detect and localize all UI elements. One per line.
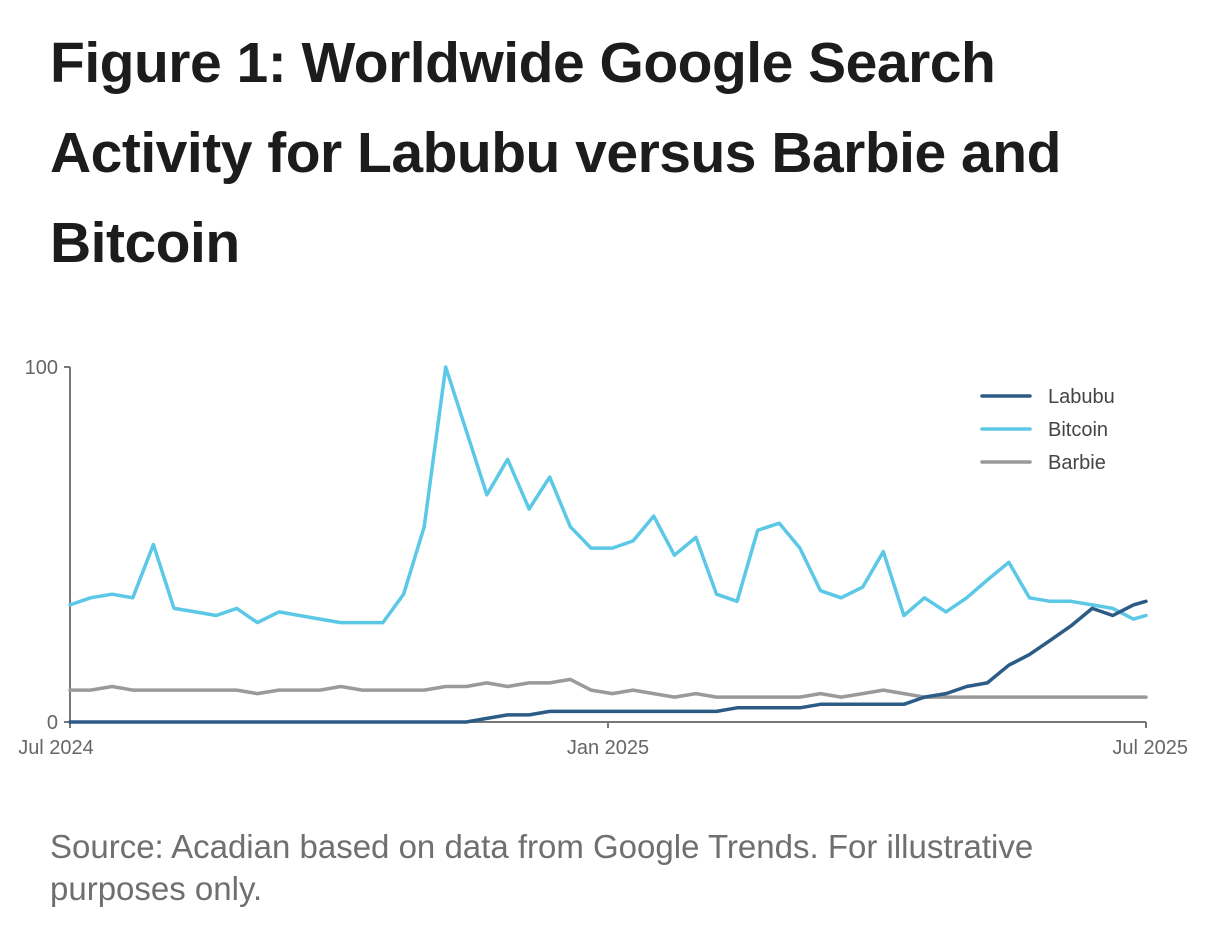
chart-ticks: 0 100 Jul 2024 Jan 2025 Jul 2025 — [18, 357, 1188, 759]
y-tick-label: 100 — [25, 357, 58, 379]
legend-label-bitcoin: Bitcoin — [1048, 419, 1108, 441]
search-activity-line-chart: 0 100 Jul 2024 Jan 2025 Jul 2025 Labubu Bitco… — [18, 357, 1188, 759]
legend-label-barbie: Barbie — [1048, 452, 1106, 474]
x-tick-label: Jul 2024 — [18, 737, 94, 759]
legend-label-labubu: Labubu — [1048, 386, 1115, 408]
y-tick-label: 0 — [47, 712, 58, 734]
x-tick-label: Jan 2025 — [567, 737, 649, 759]
chart-axes — [69, 367, 1146, 723]
series-line-labubu — [68, 599, 1148, 724]
figure-caption: Source: Acadian based on data from Googl… — [50, 828, 1034, 907]
series-line-bitcoin — [68, 365, 1148, 625]
x-tick-label: Jul 2025 — [1112, 737, 1188, 759]
series-line-barbie — [68, 677, 1148, 699]
figure-title: Figure 1: Worldwide Google Search Activi… — [50, 31, 1061, 275]
chart-series — [68, 365, 1148, 724]
chart-legend: Labubu Bitcoin Barbie — [980, 386, 1115, 474]
